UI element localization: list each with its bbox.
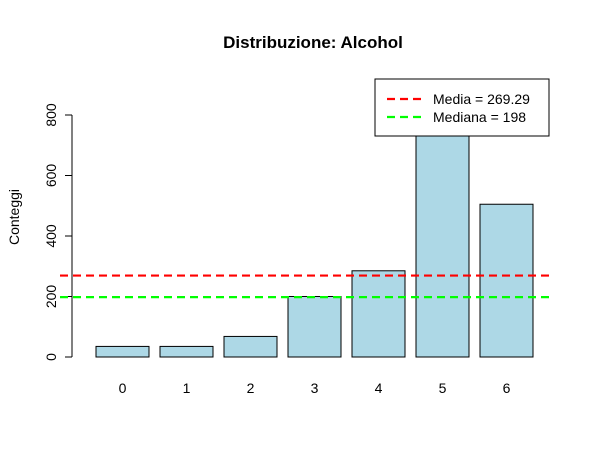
x-tick-label: 2 [247,380,255,396]
y-tick-label: 0 [43,353,59,361]
bar [223,335,278,358]
x-tick-label: 3 [311,380,319,396]
y-tick-label: 400 [43,224,59,248]
x-tick-label: 1 [183,380,191,396]
bar [351,270,406,358]
x-tick-label: 0 [119,380,127,396]
legend: Media = 269.29 Mediana = 198 [374,78,550,137]
bar [95,345,150,358]
x-tick-label: 6 [503,380,511,396]
reference-lines [60,274,553,299]
legend-box [374,78,550,137]
x-tick-label: 4 [375,380,383,396]
y-tick-label: 600 [43,164,59,188]
bar [479,203,534,358]
chart-title: Distribuzione: Alcohol [223,33,403,52]
x-tick-label: 5 [439,380,447,396]
y-axis-title: Conteggi [6,189,22,245]
legend-label: Media = 269.29 [433,91,530,107]
y-axis: 0 200 400 600 800 [43,103,73,361]
y-tick-label: 200 [43,285,59,309]
bar [159,345,214,358]
legend-label: Mediana = 198 [433,109,526,125]
bars [95,113,534,358]
bar [415,113,470,358]
x-tick-labels: 0 1 2 3 4 5 6 [119,380,511,396]
y-tick-label: 800 [43,103,59,127]
bar [287,296,342,358]
